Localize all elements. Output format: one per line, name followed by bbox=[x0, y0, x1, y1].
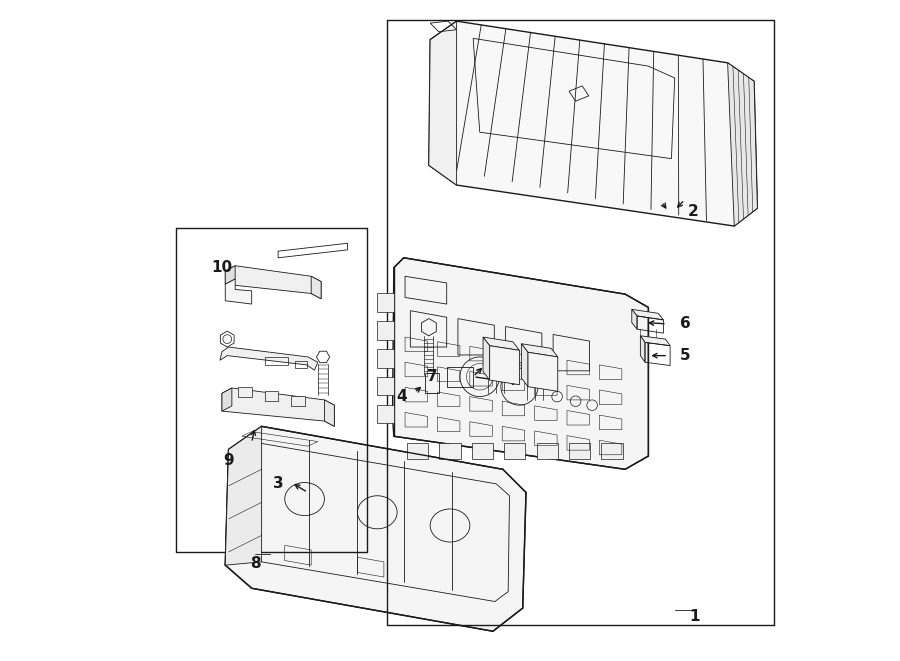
Polygon shape bbox=[292, 396, 304, 406]
Polygon shape bbox=[225, 279, 252, 304]
Polygon shape bbox=[377, 293, 394, 312]
Polygon shape bbox=[569, 443, 590, 459]
Text: 5: 5 bbox=[680, 348, 690, 363]
Polygon shape bbox=[222, 388, 334, 426]
Polygon shape bbox=[407, 443, 428, 459]
Polygon shape bbox=[504, 443, 526, 459]
Polygon shape bbox=[641, 336, 670, 346]
Polygon shape bbox=[521, 344, 528, 387]
Text: 9: 9 bbox=[223, 453, 234, 468]
Polygon shape bbox=[377, 377, 394, 395]
Polygon shape bbox=[392, 258, 648, 469]
Polygon shape bbox=[428, 21, 758, 226]
Polygon shape bbox=[377, 405, 394, 423]
Polygon shape bbox=[225, 266, 321, 299]
Polygon shape bbox=[632, 309, 663, 320]
Polygon shape bbox=[377, 349, 394, 368]
Polygon shape bbox=[222, 388, 232, 411]
Bar bbox=[294, 361, 307, 368]
Text: 6: 6 bbox=[680, 317, 691, 331]
Text: 10: 10 bbox=[212, 260, 232, 275]
Polygon shape bbox=[377, 321, 394, 340]
Polygon shape bbox=[238, 387, 252, 397]
Polygon shape bbox=[536, 443, 558, 459]
Text: 4: 4 bbox=[396, 389, 407, 404]
Polygon shape bbox=[727, 63, 758, 226]
Text: 8: 8 bbox=[249, 556, 260, 570]
Polygon shape bbox=[428, 21, 456, 185]
Text: 1: 1 bbox=[689, 609, 700, 623]
Polygon shape bbox=[225, 266, 235, 284]
Text: 3: 3 bbox=[273, 477, 284, 491]
Polygon shape bbox=[439, 443, 461, 459]
Polygon shape bbox=[632, 309, 637, 329]
Polygon shape bbox=[472, 443, 493, 459]
Bar bbox=[425, 373, 439, 393]
Polygon shape bbox=[601, 443, 623, 459]
Text: 7: 7 bbox=[428, 369, 438, 384]
Polygon shape bbox=[225, 426, 262, 565]
Text: 2: 2 bbox=[688, 204, 698, 219]
Polygon shape bbox=[641, 336, 645, 362]
Polygon shape bbox=[521, 344, 558, 357]
Polygon shape bbox=[324, 400, 334, 426]
Polygon shape bbox=[528, 352, 558, 391]
Polygon shape bbox=[225, 426, 526, 631]
Polygon shape bbox=[311, 276, 321, 299]
Polygon shape bbox=[490, 346, 519, 385]
Polygon shape bbox=[220, 347, 318, 370]
Polygon shape bbox=[483, 337, 519, 350]
Bar bbox=[265, 357, 288, 365]
Polygon shape bbox=[483, 337, 490, 380]
Polygon shape bbox=[265, 391, 278, 401]
